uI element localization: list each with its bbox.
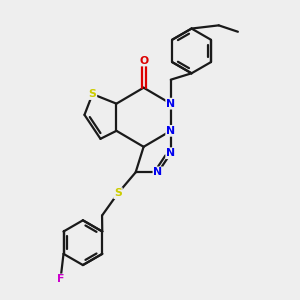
Text: N: N: [166, 126, 175, 136]
Text: S: S: [88, 89, 96, 99]
Text: N: N: [166, 99, 175, 109]
Text: O: O: [139, 56, 148, 65]
Text: S: S: [114, 188, 122, 198]
Text: N: N: [153, 167, 163, 177]
Text: F: F: [57, 274, 64, 284]
Text: N: N: [166, 148, 175, 158]
